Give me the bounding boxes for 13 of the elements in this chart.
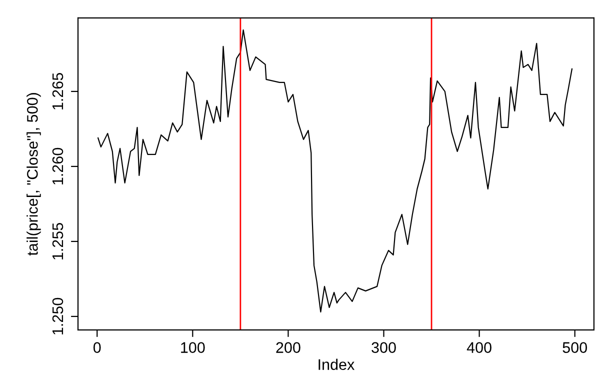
x-tick-label: 100 — [181, 342, 205, 353]
y-tick-label: 1.260 — [52, 148, 64, 184]
y-tick-label: 1.255 — [52, 222, 64, 260]
x-tick-label: 400 — [466, 342, 492, 353]
x-tick-label: 300 — [372, 342, 396, 353]
x-tick-label: 0 — [93, 342, 101, 353]
y-axis-title: tail(price[, "Close"], 500) — [26, 93, 41, 256]
x-tick-label: 200 — [276, 342, 300, 353]
y-tick-label: 1.250 — [52, 298, 64, 334]
x-tick-label: 500 — [562, 342, 587, 353]
x-axis-title: Index — [318, 358, 354, 370]
line-series — [98, 29, 573, 312]
y-tick-label: 1.265 — [52, 72, 64, 110]
